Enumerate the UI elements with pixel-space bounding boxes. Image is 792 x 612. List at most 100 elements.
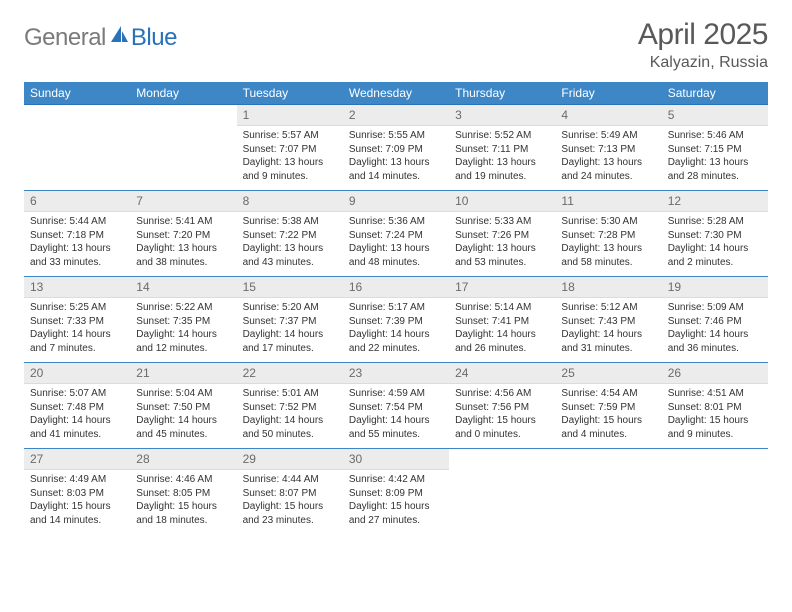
day-header-row: Sunday Monday Tuesday Wednesday Thursday…: [24, 82, 768, 105]
daylight-text: Daylight: 13 hours and 19 minutes.: [455, 156, 549, 183]
sunset-text: Sunset: 8:01 PM: [668, 401, 762, 415]
calendar-day-cell: 21Sunrise: 5:04 AMSunset: 7:50 PMDayligh…: [130, 363, 236, 449]
day-body: Sunrise: 4:49 AMSunset: 8:03 PMDaylight:…: [24, 470, 130, 531]
day-number: 8: [237, 191, 343, 212]
calendar-week-row: 27Sunrise: 4:49 AMSunset: 8:03 PMDayligh…: [24, 449, 768, 535]
sunset-text: Sunset: 7:37 PM: [243, 315, 337, 329]
sunset-text: Sunset: 7:39 PM: [349, 315, 443, 329]
sunset-text: Sunset: 7:20 PM: [136, 229, 230, 243]
calendar-day-cell: 9Sunrise: 5:36 AMSunset: 7:24 PMDaylight…: [343, 191, 449, 277]
daylight-text: Daylight: 13 hours and 28 minutes.: [668, 156, 762, 183]
calendar-week-row: 6Sunrise: 5:44 AMSunset: 7:18 PMDaylight…: [24, 191, 768, 277]
daylight-text: Daylight: 15 hours and 27 minutes.: [349, 500, 443, 527]
sunset-text: Sunset: 7:43 PM: [561, 315, 655, 329]
sunset-text: Sunset: 8:07 PM: [243, 487, 337, 501]
day-body: Sunrise: 4:42 AMSunset: 8:09 PMDaylight:…: [343, 470, 449, 531]
daylight-text: Daylight: 13 hours and 48 minutes.: [349, 242, 443, 269]
day-body: Sunrise: 5:44 AMSunset: 7:18 PMDaylight:…: [24, 212, 130, 273]
sunrise-text: Sunrise: 5:36 AM: [349, 215, 443, 229]
sunset-text: Sunset: 7:54 PM: [349, 401, 443, 415]
day-body: Sunrise: 5:41 AMSunset: 7:20 PMDaylight:…: [130, 212, 236, 273]
daylight-text: Daylight: 13 hours and 58 minutes.: [561, 242, 655, 269]
day-number: 9: [343, 191, 449, 212]
sunrise-text: Sunrise: 5:52 AM: [455, 129, 549, 143]
daylight-text: Daylight: 13 hours and 38 minutes.: [136, 242, 230, 269]
calendar-day-cell: 2Sunrise: 5:55 AMSunset: 7:09 PMDaylight…: [343, 105, 449, 191]
sunrise-text: Sunrise: 4:59 AM: [349, 387, 443, 401]
day-number: 3: [449, 105, 555, 126]
sunrise-text: Sunrise: 4:49 AM: [30, 473, 124, 487]
sunrise-text: Sunrise: 5:57 AM: [243, 129, 337, 143]
daylight-text: Daylight: 14 hours and 17 minutes.: [243, 328, 337, 355]
calendar-day-cell: 18Sunrise: 5:12 AMSunset: 7:43 PMDayligh…: [555, 277, 661, 363]
calendar-day-cell: 29Sunrise: 4:44 AMSunset: 8:07 PMDayligh…: [237, 449, 343, 535]
title-block: April 2025 Kalyazin, Russia: [638, 18, 768, 72]
day-number: 11: [555, 191, 661, 212]
sunrise-text: Sunrise: 4:54 AM: [561, 387, 655, 401]
day-number: 24: [449, 363, 555, 384]
day-header: Sunday: [24, 82, 130, 105]
sunset-text: Sunset: 7:46 PM: [668, 315, 762, 329]
calendar-day-cell: 30Sunrise: 4:42 AMSunset: 8:09 PMDayligh…: [343, 449, 449, 535]
sunset-text: Sunset: 7:35 PM: [136, 315, 230, 329]
day-body: Sunrise: 5:22 AMSunset: 7:35 PMDaylight:…: [130, 298, 236, 359]
sunset-text: Sunset: 7:52 PM: [243, 401, 337, 415]
daylight-text: Daylight: 13 hours and 53 minutes.: [455, 242, 549, 269]
day-header: Monday: [130, 82, 236, 105]
calendar-day-cell: 1Sunrise: 5:57 AMSunset: 7:07 PMDaylight…: [237, 105, 343, 191]
sunrise-text: Sunrise: 5:01 AM: [243, 387, 337, 401]
sunset-text: Sunset: 7:26 PM: [455, 229, 549, 243]
calendar-day-cell: 26Sunrise: 4:51 AMSunset: 8:01 PMDayligh…: [662, 363, 768, 449]
calendar-day-cell: 25Sunrise: 4:54 AMSunset: 7:59 PMDayligh…: [555, 363, 661, 449]
day-number: 2: [343, 105, 449, 126]
calendar-day-cell: 7Sunrise: 5:41 AMSunset: 7:20 PMDaylight…: [130, 191, 236, 277]
sunrise-text: Sunrise: 5:44 AM: [30, 215, 124, 229]
day-body: Sunrise: 5:46 AMSunset: 7:15 PMDaylight:…: [662, 126, 768, 187]
daylight-text: Daylight: 14 hours and 12 minutes.: [136, 328, 230, 355]
sunrise-text: Sunrise: 5:07 AM: [30, 387, 124, 401]
day-number: 15: [237, 277, 343, 298]
day-body: Sunrise: 5:30 AMSunset: 7:28 PMDaylight:…: [555, 212, 661, 273]
calendar-day-cell: 10Sunrise: 5:33 AMSunset: 7:26 PMDayligh…: [449, 191, 555, 277]
daylight-text: Daylight: 14 hours and 31 minutes.: [561, 328, 655, 355]
day-body: Sunrise: 5:28 AMSunset: 7:30 PMDaylight:…: [662, 212, 768, 273]
day-number: 21: [130, 363, 236, 384]
day-number: 25: [555, 363, 661, 384]
day-body: Sunrise: 5:55 AMSunset: 7:09 PMDaylight:…: [343, 126, 449, 187]
location-text: Kalyazin, Russia: [638, 54, 768, 72]
calendar-day-cell: 12Sunrise: 5:28 AMSunset: 7:30 PMDayligh…: [662, 191, 768, 277]
day-body: Sunrise: 4:59 AMSunset: 7:54 PMDaylight:…: [343, 384, 449, 445]
calendar-week-row: 13Sunrise: 5:25 AMSunset: 7:33 PMDayligh…: [24, 277, 768, 363]
sunset-text: Sunset: 7:22 PM: [243, 229, 337, 243]
day-body: Sunrise: 5:09 AMSunset: 7:46 PMDaylight:…: [662, 298, 768, 359]
calendar-day-cell: [24, 105, 130, 191]
day-number: 16: [343, 277, 449, 298]
sunrise-text: Sunrise: 5:33 AM: [455, 215, 549, 229]
sunrise-text: Sunrise: 5:22 AM: [136, 301, 230, 315]
daylight-text: Daylight: 15 hours and 18 minutes.: [136, 500, 230, 527]
daylight-text: Daylight: 13 hours and 9 minutes.: [243, 156, 337, 183]
calendar-page: General Blue April 2025 Kalyazin, Russia…: [0, 0, 792, 545]
daylight-text: Daylight: 14 hours and 55 minutes.: [349, 414, 443, 441]
day-number: 5: [662, 105, 768, 126]
day-number: 20: [24, 363, 130, 384]
calendar-day-cell: 24Sunrise: 4:56 AMSunset: 7:56 PMDayligh…: [449, 363, 555, 449]
calendar-day-cell: 19Sunrise: 5:09 AMSunset: 7:46 PMDayligh…: [662, 277, 768, 363]
sunrise-text: Sunrise: 5:20 AM: [243, 301, 337, 315]
sunset-text: Sunset: 7:09 PM: [349, 143, 443, 157]
sunrise-text: Sunrise: 5:14 AM: [455, 301, 549, 315]
sunset-text: Sunset: 7:59 PM: [561, 401, 655, 415]
day-body: Sunrise: 5:14 AMSunset: 7:41 PMDaylight:…: [449, 298, 555, 359]
sunrise-text: Sunrise: 5:04 AM: [136, 387, 230, 401]
day-body: Sunrise: 5:57 AMSunset: 7:07 PMDaylight:…: [237, 126, 343, 187]
sunrise-text: Sunrise: 4:56 AM: [455, 387, 549, 401]
day-body: Sunrise: 4:56 AMSunset: 7:56 PMDaylight:…: [449, 384, 555, 445]
day-header: Tuesday: [237, 82, 343, 105]
calendar-day-cell: 20Sunrise: 5:07 AMSunset: 7:48 PMDayligh…: [24, 363, 130, 449]
month-title: April 2025: [638, 18, 768, 52]
day-body: Sunrise: 5:25 AMSunset: 7:33 PMDaylight:…: [24, 298, 130, 359]
sunrise-text: Sunrise: 5:55 AM: [349, 129, 443, 143]
day-number: 12: [662, 191, 768, 212]
day-body: Sunrise: 5:01 AMSunset: 7:52 PMDaylight:…: [237, 384, 343, 445]
daylight-text: Daylight: 15 hours and 0 minutes.: [455, 414, 549, 441]
